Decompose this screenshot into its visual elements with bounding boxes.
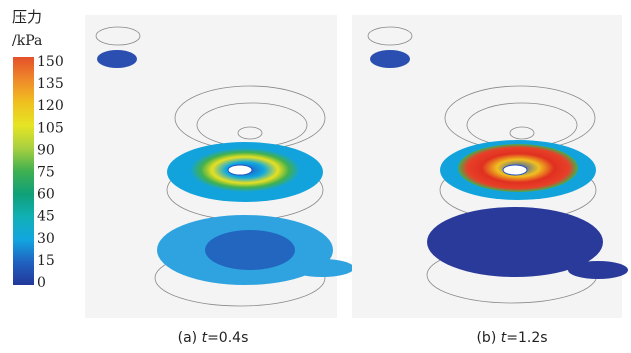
low-pressure-zone: [205, 230, 295, 270]
caption-value: =0.4s: [207, 330, 248, 346]
colorbar-tick-label: 45: [37, 209, 55, 225]
figure: 压力 /kPa 1501351201059075604530150 (a) t=…: [0, 0, 631, 353]
caption: (a) t=0.4s: [178, 330, 249, 346]
colorbar-title: 压力: [12, 8, 42, 26]
colorbar-tick-label: 0: [37, 275, 46, 291]
colorbar-tick-label: 60: [37, 187, 55, 203]
colorbar-tick-label: 105: [37, 120, 64, 136]
colorbar-tick-label: 135: [37, 76, 64, 92]
colorbar-tick-label: 75: [37, 165, 55, 181]
colorbar-tick-label: 30: [37, 231, 55, 247]
inlet: [97, 50, 137, 68]
colorbar-tick-label: 120: [37, 98, 64, 114]
caption-value: =1.2s: [506, 330, 547, 346]
panel-a: (a) t=0.4s: [85, 15, 354, 346]
caption-label: (b): [476, 330, 496, 346]
color-scale: [13, 57, 34, 285]
outlet: [568, 261, 628, 279]
colorbar-tick-label: 90: [37, 142, 55, 158]
colorbar-tick-label: 150: [37, 54, 64, 70]
colorbar-tick-label: 15: [37, 253, 55, 269]
inlet: [370, 50, 410, 68]
hub: [228, 165, 252, 175]
hub: [503, 165, 527, 175]
panel-b: (b) t=1.2s: [352, 15, 628, 346]
outlet: [290, 259, 354, 277]
caption: (b) t=1.2s: [476, 330, 547, 346]
caption-label: (a): [178, 330, 198, 346]
colorbar-unit: /kPa: [12, 33, 42, 49]
